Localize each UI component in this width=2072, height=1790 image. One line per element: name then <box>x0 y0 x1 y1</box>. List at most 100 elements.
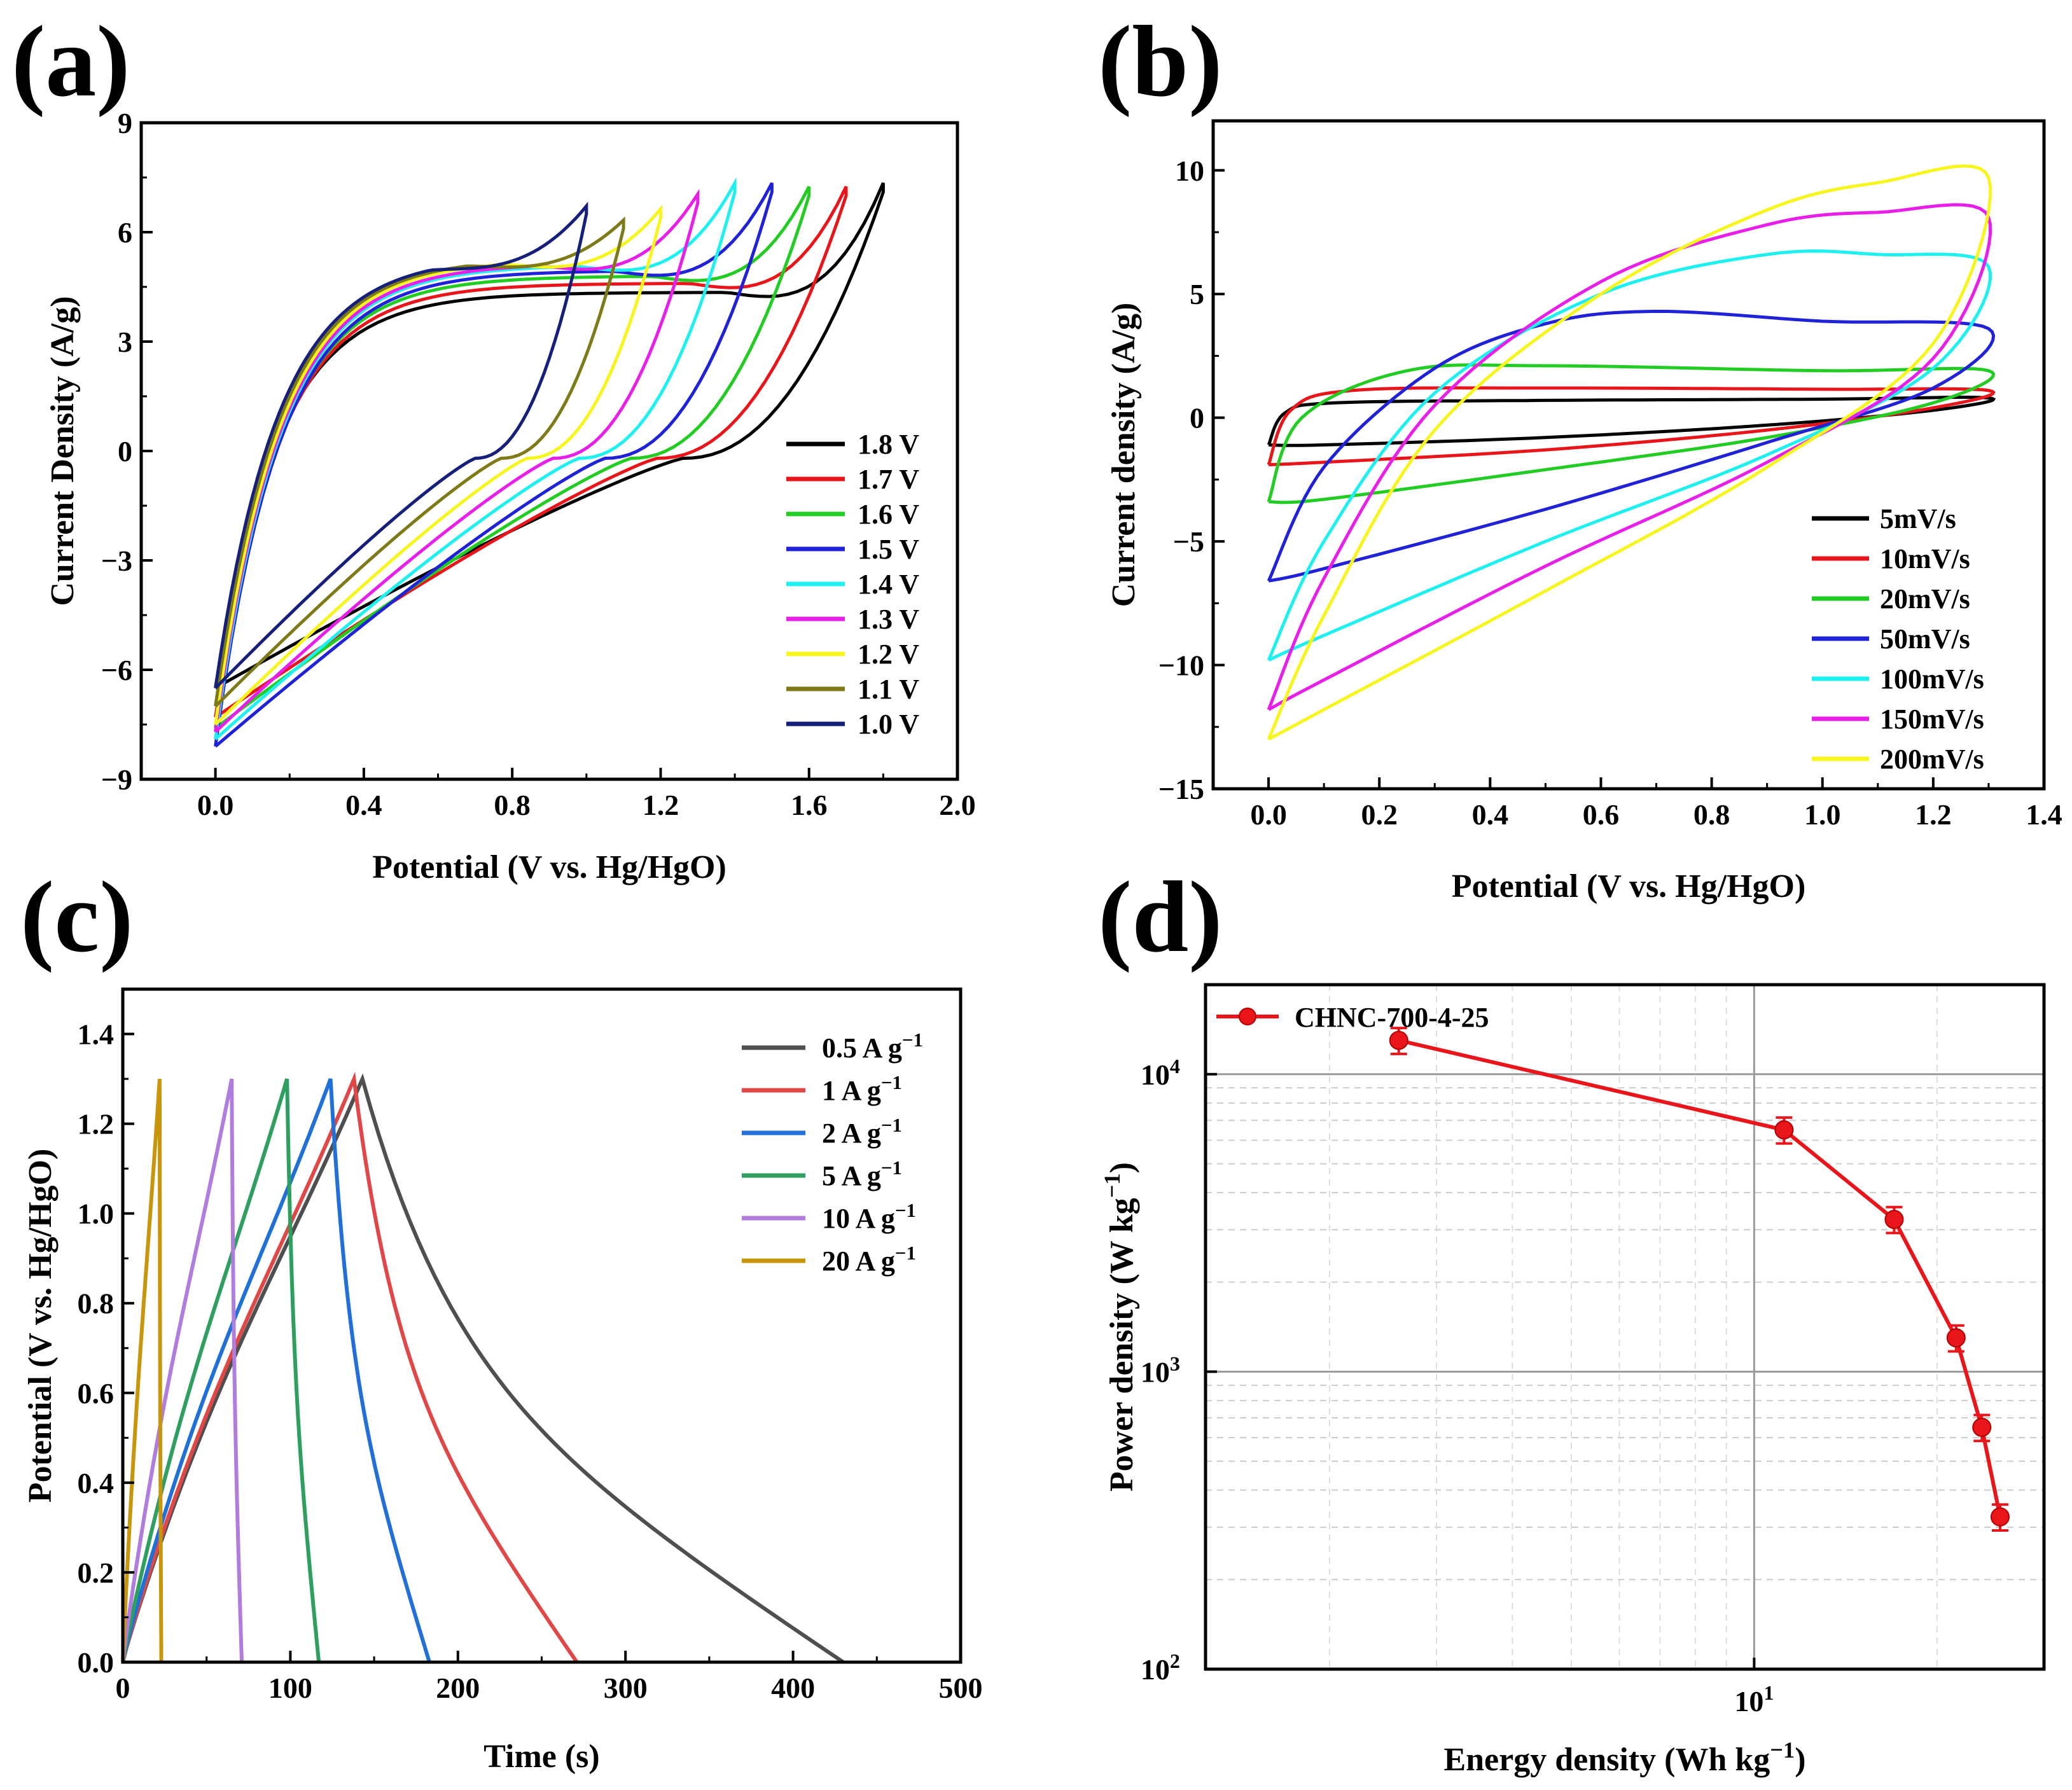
y-axis-label: Potential (V vs. Hg/HgO) <box>22 1149 59 1503</box>
x-tick-label: 1.6 <box>791 789 828 821</box>
panel-label-c: (c) <box>20 860 134 973</box>
y-tick-label: 9 <box>118 107 132 139</box>
x-axis-label-text: Energy density (Wh kg <box>1443 1742 1770 1778</box>
x-tick-label: 200 <box>436 1672 480 1704</box>
y-tick-label: 104 <box>1141 1055 1180 1091</box>
y-tick-label: 3 <box>118 326 132 358</box>
panel-label-b: (b) <box>1098 4 1223 118</box>
y-tick-label: 102 <box>1141 1649 1180 1686</box>
legend-entry-label: 5 A g <box>822 1160 881 1191</box>
x-tick-label: 100 <box>268 1672 312 1704</box>
y-tick-exponent: 4 <box>1170 1055 1180 1078</box>
cv-curve-50mv-s <box>1267 309 1996 583</box>
data-point <box>1972 1417 1992 1437</box>
x-tick-base: 10 <box>1734 1685 1763 1717</box>
y-tick-label: 0.0 <box>78 1646 115 1679</box>
y-axis-label: Power density (W kg−1) <box>1099 1162 1140 1492</box>
y-tick-label: 1.0 <box>78 1198 115 1230</box>
cv-curve-150mv-s <box>1267 203 1992 711</box>
y-tick-label: −10 <box>1158 649 1204 682</box>
x-axis-label: Energy density (Wh kg−1) <box>1443 1737 1805 1778</box>
legend-entry: 2 A g−1 <box>822 1114 902 1149</box>
cv-curve-1.8v <box>214 182 885 690</box>
y-tick-base: 10 <box>1141 1356 1170 1388</box>
x-tick-label: 0.4 <box>1472 798 1509 831</box>
cv-curve-100mv-s <box>1267 249 1992 662</box>
x-axis-label: Potential (V vs. Hg/HgO) <box>372 849 727 885</box>
x-tick-label: 0.8 <box>1693 798 1730 831</box>
legend-entry-label: 0.5 A g <box>822 1032 902 1064</box>
plot-frame <box>139 121 959 781</box>
legend-entry: 1.7 V <box>858 464 919 495</box>
x-tick-label: 0 <box>116 1672 130 1704</box>
legend-entry: 1.8 V <box>858 429 919 460</box>
y-axis-label-text: Power density (W kg <box>1104 1198 1140 1492</box>
legend-entry-label: 2 A g <box>822 1118 881 1149</box>
y-tick-exponent: 3 <box>1170 1352 1180 1375</box>
data-point <box>1884 1210 1904 1230</box>
x-tick-label: 0.0 <box>1250 798 1287 831</box>
chart-a-cv-voltage-windows: −9 −6 −3 0 3 6 9 0.0 0.4 0.8 1.2 1.6 2.0 Potential (V… <box>45 107 976 885</box>
x-tick-label: 0.0 <box>197 789 234 821</box>
x-tick-label: 0.2 <box>1361 798 1398 831</box>
y-tick-label: 0 <box>118 435 132 468</box>
panel-label-d: (d) <box>1098 860 1223 973</box>
legend-entry-label: 20 A g <box>822 1245 895 1277</box>
legend-entry: 0.5 A g−1 <box>822 1029 923 1064</box>
y-tick-base: 10 <box>1141 1058 1170 1091</box>
x-tick-label: 1.4 <box>2026 798 2062 831</box>
cv-curve-20mv-s <box>1267 363 1996 504</box>
legend-swatch-marker <box>1239 1008 1256 1025</box>
y-tick-label: −5 <box>1173 525 1204 558</box>
y-tick-label: 103 <box>1141 1352 1180 1388</box>
y-tick-label: 10 <box>1175 155 1204 187</box>
x-axis-label: Potential (V vs. Hg/HgO) <box>1452 868 1806 905</box>
panel-label-a: (a) <box>11 4 130 118</box>
x-tick-label: 1.2 <box>643 789 679 821</box>
legend-entry: 1.5 V <box>858 534 919 565</box>
legend-entry-exponent: −1 <box>895 1200 916 1221</box>
x-tick-label: 0.4 <box>345 789 382 821</box>
data-point <box>1389 1030 1408 1050</box>
legend-entry-exponent: −1 <box>895 1242 916 1264</box>
plot-frame <box>1211 119 2046 791</box>
y-tick-label: 6 <box>118 216 132 249</box>
legend-entry-label: 10 A g <box>822 1203 895 1234</box>
legend-entry: 5 A g−1 <box>822 1157 902 1191</box>
x-tick-label: 400 <box>771 1672 815 1704</box>
cv-curve-1.5v <box>214 182 774 748</box>
legend-entry: 50mV/s <box>1880 623 1970 655</box>
x-axis-label-tail: ) <box>1795 1742 1805 1778</box>
y-axis-label: Current Density (A/g) <box>45 296 81 606</box>
gcd-curve-5ag <box>121 1078 321 1663</box>
data-point <box>1774 1120 1794 1140</box>
y-tick-label: 0.2 <box>78 1557 115 1589</box>
cv-curve-1.7v <box>214 186 848 719</box>
legend-entry-exponent: −1 <box>881 1114 902 1136</box>
legend-entry: 200mV/s <box>1880 744 1984 775</box>
y-tick-label: 0.4 <box>78 1467 115 1499</box>
legend-entry: 1.2 V <box>858 639 919 670</box>
x-tick-label: 1.0 <box>1804 798 1841 831</box>
y-tick-base: 10 <box>1141 1653 1170 1686</box>
data-point <box>1946 1328 1966 1348</box>
cv-curve-1.3v <box>214 188 700 733</box>
legend-entry-exponent: −1 <box>881 1072 902 1093</box>
legend-entry: 100mV/s <box>1880 663 1984 695</box>
gcd-curve-0.5ag <box>121 1073 845 1664</box>
cv-curve-1.1v <box>214 216 625 708</box>
y-tick-label: 0 <box>1190 402 1204 434</box>
cv-curve-10mv-s <box>1267 386 1996 467</box>
x-tick-label: 1.2 <box>1915 798 1952 831</box>
gcd-curve-2ag <box>121 1078 431 1663</box>
y-axis-label-tail: ) <box>1104 1162 1140 1173</box>
x-tick-label: 0.6 <box>1583 798 1620 831</box>
legend-entry: 10 A g−1 <box>822 1200 916 1234</box>
cv-curve-5mv-s <box>1267 395 1996 447</box>
y-tick-label: −9 <box>101 763 132 796</box>
legend-entry: 1.0 V <box>858 709 919 740</box>
legend-entry: 1 A g−1 <box>822 1072 902 1106</box>
y-tick-label: −3 <box>101 545 132 577</box>
